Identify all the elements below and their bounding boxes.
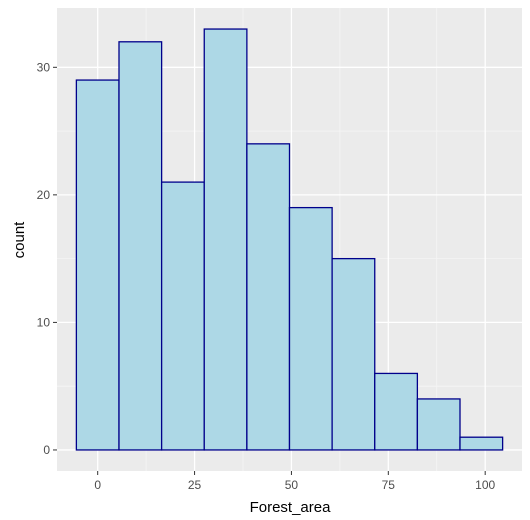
histogram-bar: [331, 257, 376, 451]
y-tick-label: 0: [43, 443, 50, 457]
y-tick-label: 20: [37, 188, 51, 202]
x-tick-label: 25: [188, 478, 202, 492]
histogram-bar: [75, 79, 120, 451]
histogram-bar: [416, 398, 461, 451]
y-axis-title: count: [11, 221, 28, 259]
histogram-bar: [459, 436, 504, 451]
x-axis-title: Forest_area: [250, 499, 332, 516]
histogram-bar: [203, 28, 248, 451]
histogram-bar: [246, 143, 291, 451]
y-axis-ticks: 0 10 20 30: [37, 60, 57, 457]
y-tick-label: 10: [37, 315, 51, 329]
histogram-bar: [118, 41, 163, 451]
y-tick-label: 30: [37, 60, 51, 74]
x-tick-label: 50: [285, 478, 299, 492]
histogram-bar: [160, 181, 205, 451]
histogram-bar: [288, 206, 333, 451]
x-axis-ticks: 0 25 50 75 100: [94, 471, 496, 492]
x-tick-label: 100: [475, 478, 495, 492]
x-tick-label: 75: [382, 478, 396, 492]
x-tick-label: 0: [94, 478, 101, 492]
histogram-bar: [374, 372, 419, 451]
bars-group: [75, 28, 504, 451]
